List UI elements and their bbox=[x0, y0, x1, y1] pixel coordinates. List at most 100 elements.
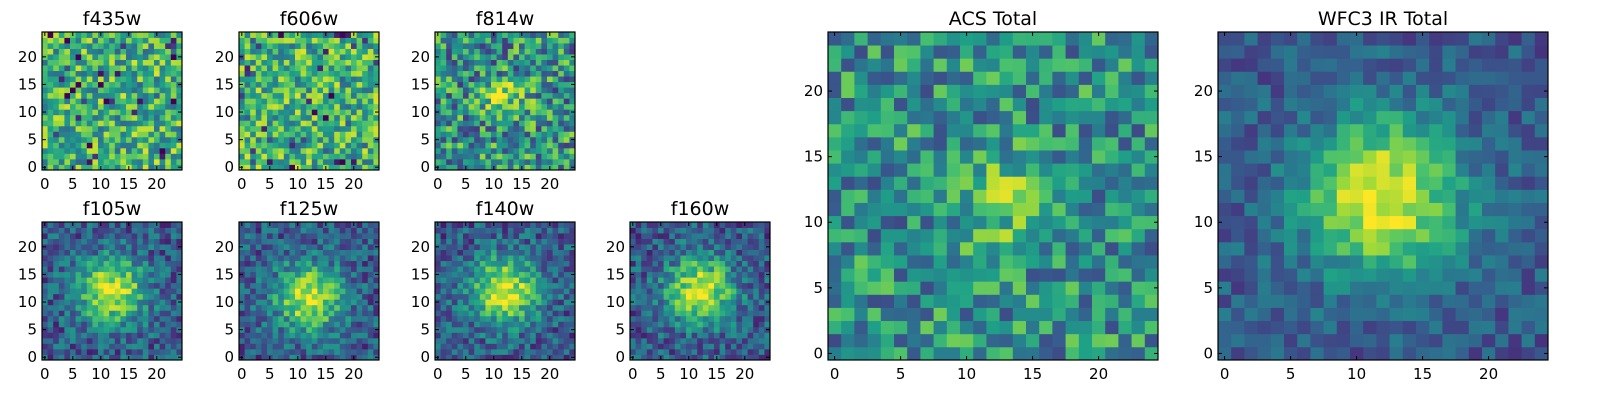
heatmap-cell bbox=[1078, 215, 1093, 230]
heatmap-cell bbox=[719, 222, 726, 228]
heatmap-cell bbox=[719, 277, 726, 284]
heatmap-cell bbox=[519, 249, 525, 256]
heatmap-cell bbox=[272, 332, 279, 339]
heatmap-cell bbox=[485, 271, 492, 278]
heatmap-cell bbox=[295, 70, 301, 77]
heatmap-cell bbox=[159, 103, 166, 110]
heatmap-cell bbox=[339, 70, 346, 77]
heatmap-cell bbox=[474, 293, 481, 300]
heatmap-cell bbox=[109, 288, 116, 295]
heatmap-cell bbox=[451, 136, 458, 143]
heatmap-cell bbox=[764, 332, 771, 339]
heatmap-cell bbox=[317, 76, 324, 83]
heatmap-cell bbox=[289, 310, 296, 317]
heatmap-cell bbox=[109, 48, 116, 55]
heatmap-cells-f105w bbox=[42, 222, 183, 361]
heatmap-cell bbox=[485, 70, 492, 77]
heatmap-cell bbox=[120, 332, 127, 339]
heatmap-cell bbox=[652, 348, 659, 355]
heatmap-cell bbox=[283, 260, 290, 267]
heatmap-cell bbox=[70, 65, 76, 72]
heatmap-cell bbox=[244, 76, 251, 83]
heatmap-cell bbox=[541, 70, 548, 77]
heatmap-cell bbox=[479, 288, 486, 295]
heatmap-cell bbox=[70, 103, 76, 110]
heatmap-cell bbox=[491, 48, 497, 55]
heatmap-cell bbox=[306, 238, 313, 245]
heatmap-cell bbox=[541, 114, 548, 121]
heatmap-cell bbox=[479, 54, 486, 60]
heatmap-cell bbox=[485, 277, 492, 284]
heatmap-cell bbox=[176, 293, 183, 300]
heatmap-cell bbox=[1131, 307, 1146, 322]
heatmap-cell bbox=[278, 158, 285, 165]
heatmap-cell bbox=[362, 271, 369, 278]
heatmap-cell bbox=[103, 32, 110, 38]
heatmap-cell bbox=[535, 142, 542, 149]
heatmap-cell bbox=[519, 277, 525, 284]
heatmap-cell bbox=[552, 321, 559, 328]
heatmap-cell bbox=[244, 54, 251, 60]
heatmap-cell bbox=[920, 241, 934, 256]
heatmap-cell bbox=[92, 92, 99, 99]
heatmap-cell bbox=[86, 277, 93, 284]
heatmap-cell bbox=[272, 304, 279, 311]
heatmap-cell bbox=[131, 222, 138, 228]
heatmap-cell bbox=[563, 125, 570, 132]
heatmap-cell bbox=[541, 266, 548, 273]
heatmap-cell bbox=[47, 76, 54, 83]
heatmap-cell bbox=[148, 233, 155, 239]
heatmap-cell bbox=[255, 65, 262, 72]
heatmap-cell bbox=[440, 310, 447, 317]
heatmap-cell bbox=[267, 310, 273, 317]
heatmap-cell bbox=[267, 332, 273, 339]
heatmap-cell bbox=[880, 255, 895, 269]
heatmap-cell bbox=[131, 54, 138, 60]
heatmap-cell bbox=[120, 109, 127, 116]
heatmap-cell bbox=[323, 343, 329, 350]
heatmap-cell bbox=[356, 103, 363, 110]
heatmap-cell bbox=[563, 332, 570, 339]
heatmap-cell bbox=[92, 164, 99, 171]
heatmap-cell bbox=[356, 43, 363, 49]
heatmap-cell bbox=[367, 244, 374, 250]
heatmap-cell bbox=[255, 354, 262, 361]
x-tick-label: 20 bbox=[735, 365, 754, 383]
heatmap-cell bbox=[109, 310, 116, 317]
heatmap-cell bbox=[137, 103, 144, 110]
heatmap-cell bbox=[64, 109, 71, 116]
heatmap-cell bbox=[120, 43, 127, 49]
heatmap-cell bbox=[103, 255, 110, 262]
heatmap-cell bbox=[691, 266, 698, 273]
heatmap-cell bbox=[641, 348, 648, 355]
heatmap-cell bbox=[451, 343, 458, 350]
heatmap-cell bbox=[255, 76, 262, 83]
heatmap-cell bbox=[1012, 268, 1027, 282]
heatmap-cell bbox=[708, 260, 715, 267]
heatmap-cell bbox=[552, 326, 559, 333]
heatmap-cell bbox=[64, 282, 71, 289]
heatmap-cell bbox=[323, 227, 329, 234]
heatmap-cell bbox=[569, 348, 576, 355]
heatmap-cell bbox=[507, 103, 514, 110]
heatmap-cell bbox=[255, 244, 262, 250]
heatmap-cell bbox=[558, 326, 565, 333]
heatmap-cell bbox=[635, 321, 642, 328]
heatmap-cell bbox=[686, 244, 692, 250]
heatmap-cell bbox=[70, 304, 76, 311]
heatmap-cell bbox=[719, 244, 726, 250]
heatmap-cell bbox=[142, 299, 149, 306]
heatmap-cell bbox=[75, 136, 82, 143]
heatmap-cell bbox=[148, 120, 155, 127]
heatmap-cell bbox=[446, 255, 453, 262]
heatmap-cell bbox=[725, 222, 732, 228]
heatmap-cell bbox=[1039, 307, 1053, 322]
heatmap-cell bbox=[278, 32, 285, 38]
heatmap-cell bbox=[362, 227, 369, 234]
heatmap-cell bbox=[311, 125, 318, 132]
heatmap-cell bbox=[1052, 281, 1066, 295]
heatmap-cell bbox=[457, 238, 464, 245]
heatmap-cell bbox=[463, 65, 469, 72]
heatmap-cell bbox=[513, 266, 520, 273]
heatmap-cell bbox=[159, 354, 166, 361]
